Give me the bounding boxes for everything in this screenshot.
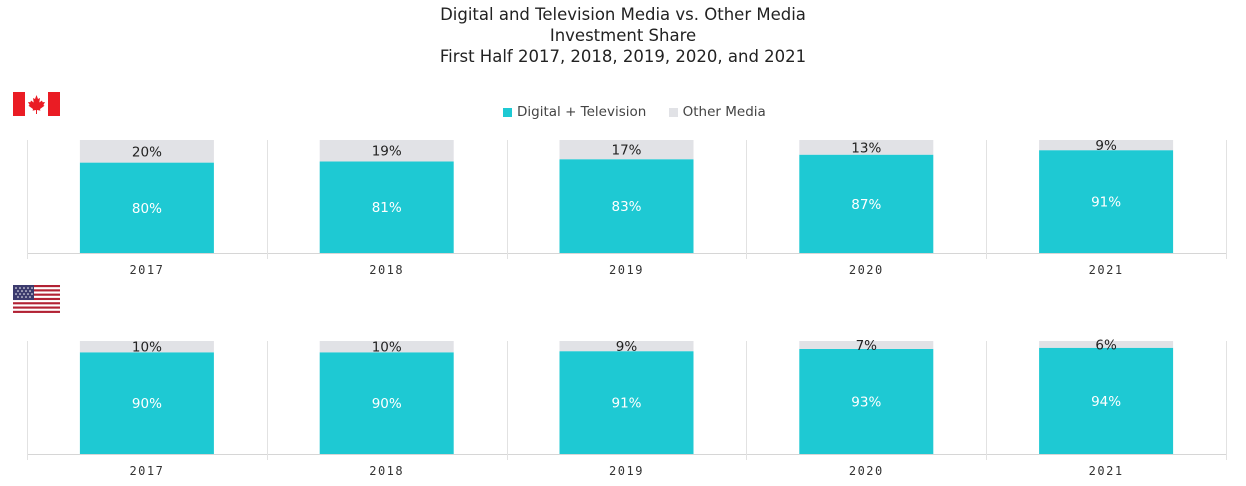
canada-flag-icon (13, 92, 60, 116)
canada-bar-digital-tv-2021 (1039, 150, 1174, 253)
legend-swatch-other-media (668, 107, 678, 117)
canada-bar-digital-tv-2017 (79, 162, 214, 253)
usa-label-digital-tv-2019: 91% (611, 396, 641, 412)
title-line-1: Digital and Television Media vs. Other M… (440, 5, 806, 24)
usa-flag-icon (13, 285, 60, 313)
usa-label-digital-tv-2018: 90% (372, 396, 402, 412)
usa-bar-digital-tv-2020 (799, 348, 934, 454)
canada-label-digital-tv-2021: 91% (1091, 195, 1121, 211)
usa-bar-other-media-2019 (559, 341, 694, 352)
canada-label-digital-tv-2019: 83% (611, 199, 641, 215)
usa-label-digital-tv-2020: 93% (851, 394, 881, 410)
canada-tick-2020: 2020 (849, 263, 884, 277)
legend: Digital + Television Other Media (503, 104, 784, 121)
legend-label-digital-tv: Digital + Television (517, 104, 647, 120)
usa-bar-digital-tv-2017 (79, 352, 214, 454)
title-line-3: First Half 2017, 2018, 2019, 2020, and 2… (439, 47, 807, 66)
usa-bar-other-media-2020 (799, 341, 934, 349)
canada-label-digital-tv-2018: 81% (372, 200, 402, 216)
usa-bar-digital-tv-2021 (1039, 347, 1174, 454)
legend-item-digital-tv: Digital + Television (503, 104, 646, 120)
usa-tick-2018: 2018 (369, 464, 404, 478)
canada-bar-other-media-2020 (799, 140, 934, 155)
canada-bars: 80% 20% 2017 81% 19% 2018 83% 17% 2019 87% 13% 2020… (27, 138, 1227, 277)
legend-label-other-media: Other Media (682, 104, 766, 120)
usa-label-other-media-2019: 9% (616, 339, 638, 355)
usa-label-other-media-2021: 6% (1095, 337, 1117, 353)
canada-label-digital-tv-2017: 80% (132, 201, 162, 217)
usa-tick-2021: 2021 (1089, 464, 1124, 478)
canada-bar-other-media-2018 (319, 140, 454, 162)
canada-label-digital-tv-2020: 87% (851, 197, 881, 213)
usa-label-other-media-2020: 7% (856, 338, 878, 354)
usa-label-other-media-2017: 10% (132, 340, 162, 356)
usa-bar-other-media-2017 (79, 341, 214, 353)
legend-item-other-media: Other Media (668, 104, 766, 120)
canada-bar-digital-tv-2020 (799, 154, 934, 253)
canada-bar-digital-tv-2019 (559, 159, 694, 253)
usa-bars: 90% 10% 2017 90% 10% 2018 91% 9% 2019 93% 7% 2020 94… (27, 337, 1227, 478)
canada-label-other-media-2018: 19% (372, 144, 402, 160)
usa-bar-digital-tv-2018 (319, 352, 454, 454)
canada-label-other-media-2017: 20% (132, 144, 162, 160)
canada-tick-2021: 2021 (1089, 263, 1124, 277)
canada-tick-2018: 2018 (369, 263, 404, 277)
usa-tick-2019: 2019 (609, 464, 644, 478)
canada-bar-other-media-2019 (559, 140, 694, 160)
canada-label-other-media-2020: 13% (851, 140, 881, 156)
usa-label-digital-tv-2021: 94% (1091, 394, 1121, 410)
canada-tick-2019: 2019 (609, 263, 644, 277)
canada-bar-digital-tv-2018 (319, 161, 454, 253)
usa-bar-digital-tv-2019 (559, 351, 694, 454)
canada-bar-other-media-2021 (1039, 140, 1174, 151)
canada-bar-other-media-2017 (79, 140, 214, 163)
usa-label-digital-tv-2017: 90% (132, 396, 162, 412)
usa-bar-other-media-2018 (319, 341, 454, 353)
chart-title: Digital and Television Media vs. Other M… (0, 4, 1246, 67)
canada-label-other-media-2021: 9% (1095, 138, 1117, 154)
usa-label-other-media-2018: 10% (372, 340, 402, 356)
canada-label-other-media-2019: 17% (611, 143, 641, 159)
legend-swatch-digital-tv (503, 107, 512, 117)
usa-tick-2020: 2020 (849, 464, 884, 478)
usa-bar-other-media-2021 (1039, 341, 1174, 348)
title-line-2: Investment Share (549, 26, 697, 45)
canada-tick-2017: 2017 (129, 263, 164, 277)
usa-tick-2017: 2017 (129, 464, 164, 478)
